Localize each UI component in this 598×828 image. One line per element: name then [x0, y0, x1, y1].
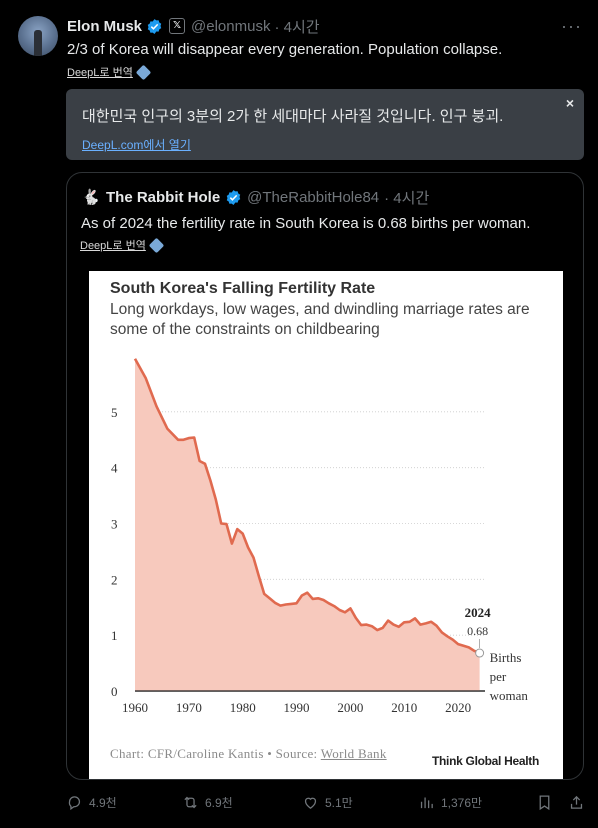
x-tick-label: 1990 [284, 700, 310, 715]
y-tick-label: 5 [111, 405, 118, 420]
x-tick-label: 1960 [122, 700, 148, 715]
views-count: 1,376만 [441, 796, 483, 810]
y-tick-label: 4 [111, 461, 118, 476]
fertility-chart: 0 1 2 3 4 5 1960 1970 1980 1990 2000 2010 2020 2024 0.… [111, 358, 529, 715]
bookmark-icon [539, 795, 550, 811]
chart-brand: Think Global Health [432, 754, 539, 768]
area-fill [135, 358, 480, 691]
reply-count: 4.9천 [89, 796, 117, 810]
tweet-header: Elon Musk 𝕏 @elonmusk · 4시간 [67, 16, 320, 36]
x-tick-label: 1980 [230, 700, 256, 715]
annotation-value: 0.68 [467, 624, 488, 638]
reply-icon [68, 796, 81, 811]
quoted-tweet[interactable]: 🐇 The Rabbit Hole @TheRabbitHole84 · 4시간… [66, 172, 584, 780]
action-bar: 4.9천 6.9천 5.1만 1,376만 [0, 788, 598, 818]
quote-text: As of 2024 the fertility rate in South K… [81, 215, 531, 232]
retweet-icon [184, 796, 197, 809]
deepl-translate-label: DeepL로 번역 [67, 67, 133, 79]
more-options-icon[interactable]: ··· [561, 16, 582, 36]
y-tick-label: 3 [111, 517, 118, 532]
x-tick-label: 1970 [176, 700, 202, 715]
chart-title: South Korea's Falling Fertility Rate [110, 280, 376, 297]
chart-source-link[interactable]: World Bank [320, 746, 387, 761]
quote-time[interactable]: · 4시간 [384, 190, 430, 207]
author-name[interactable]: Elon Musk [67, 17, 143, 35]
retweet-count: 6.9천 [205, 796, 233, 810]
views-icon [420, 797, 433, 809]
y-tick-label: 2 [111, 572, 118, 587]
deepl-icon [148, 237, 165, 253]
chart-subtitle: Long workdays, low wages, and dwindling … [110, 301, 530, 338]
author-handle[interactable]: @elonmusk [191, 17, 271, 35]
endpoint-marker [475, 648, 485, 658]
quote-author-handle[interactable]: @TheRabbitHole84 [247, 189, 380, 206]
x-tick-label: 2000 [337, 700, 363, 715]
verified-icon [226, 190, 241, 205]
reply-button[interactable]: 4.9천 [66, 794, 117, 811]
verified-icon [147, 18, 162, 34]
annotation-year: 2024 [465, 605, 492, 620]
series-label: per [490, 669, 507, 684]
avatar[interactable] [18, 16, 58, 56]
x-tick-label: 2020 [445, 700, 471, 715]
tweet-text: 2/3 of Korea will disappear every genera… [67, 41, 503, 58]
series-line [133, 358, 481, 655]
x-tick-label: 2010 [391, 700, 417, 715]
series-label: woman [490, 688, 529, 703]
x-logo-badge-icon: 𝕏 [169, 18, 186, 34]
quote-author-name[interactable]: The Rabbit Hole [106, 189, 221, 206]
like-button[interactable]: 5.1만 [302, 794, 353, 811]
heart-icon [304, 797, 317, 809]
share-icon [570, 795, 583, 809]
chart-source: Chart: CFR/Caroline Kantis • Source: Wor… [110, 743, 430, 765]
quote-header: 🐇 The Rabbit Hole @TheRabbitHole84 · 4시간 [81, 187, 429, 208]
views-button[interactable]: 1,376만 [418, 794, 482, 811]
share-button[interactable] [568, 794, 585, 811]
close-icon[interactable]: × [565, 95, 574, 111]
chart-source-prefix: Chart: CFR/Caroline Kantis • Source: [110, 746, 321, 761]
bookmark-button[interactable] [536, 794, 553, 811]
like-count: 5.1만 [325, 796, 353, 810]
y-tick-label: 1 [111, 628, 118, 643]
series-label: Births [490, 650, 522, 665]
deepl-icon [135, 64, 152, 80]
chart-image[interactable]: South Korea's Falling Fertility Rate Lon… [89, 271, 563, 779]
retweet-button[interactable]: 6.9천 [182, 794, 233, 811]
rabbit-avatar-icon[interactable]: 🐇 [81, 187, 101, 208]
open-deepl-link[interactable]: DeepL.com에서 열기 [82, 138, 191, 152]
translation-box: 대한민국 인구의 3분의 2가 한 세대마다 사라질 것입니다. 인구 붕괴. … [66, 89, 584, 160]
deepl-translate-link[interactable]: DeepL로 번역 [80, 237, 165, 253]
translation-text: 대한민국 인구의 3분의 2가 한 세대마다 사라질 것입니다. 인구 붕괴. [82, 108, 504, 125]
y-tick-label: 0 [111, 684, 118, 699]
deepl-translate-link[interactable]: DeepL로 번역 [67, 64, 152, 80]
deepl-translate-label: DeepL로 번역 [80, 240, 146, 252]
tweet-time[interactable]: · 4시간 [274, 18, 320, 36]
